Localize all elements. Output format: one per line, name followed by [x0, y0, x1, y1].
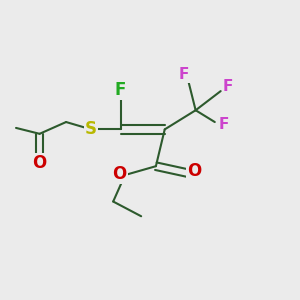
Text: F: F [223, 79, 233, 94]
Text: S: S [85, 120, 97, 138]
Text: O: O [112, 165, 126, 183]
Text: O: O [187, 162, 201, 180]
Text: F: F [218, 118, 229, 133]
Text: F: F [179, 67, 189, 82]
Text: F: F [115, 81, 126, 99]
Text: O: O [32, 154, 47, 172]
